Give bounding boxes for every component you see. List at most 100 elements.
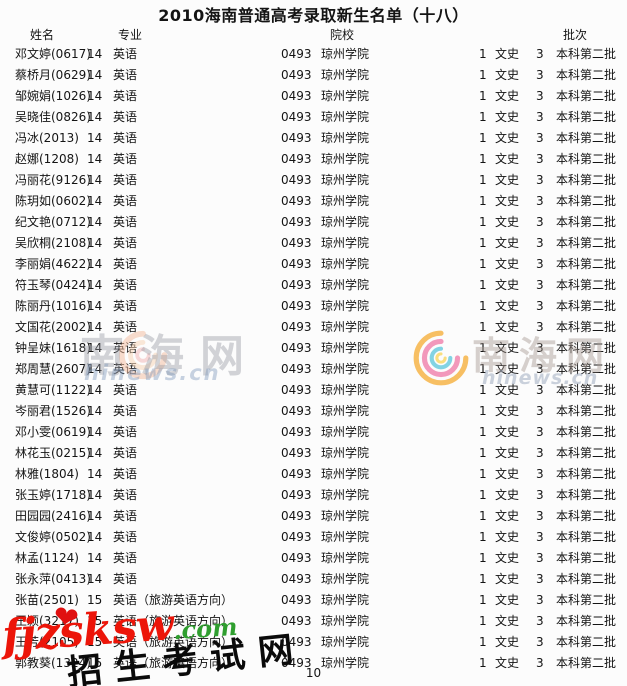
cell-batch: 本科第二批 [556,551,617,565]
cell-school-code: 0493 [281,530,312,544]
cell-school: 琼州学院 [321,278,370,292]
table-row: 陈丽丹(1016) 14 英语 0493 琼州学院 1 文史 3 本科第二批 [0,296,627,317]
table-body: 邓文婷(0617) 14 英语 0493 琼州学院 1 文史 3 本科第二批 蔡… [0,44,627,674]
cell-school-code: 0493 [281,362,312,376]
cell-category: 文史 [495,152,520,166]
cell-major-code: 14 [87,404,103,418]
cell-batch: 本科第二批 [556,572,617,586]
cell-school-code: 0493 [281,173,312,187]
cell-batch: 本科第二批 [556,131,617,145]
cell-school-code: 0493 [281,614,312,628]
cell-major-code: 14 [87,215,103,229]
cell-category: 文史 [495,173,520,187]
cell-school-code: 0493 [281,572,312,586]
cell-name: 吴欣桐(2108) [15,236,91,250]
cell-name: 陈玥如(0602) [15,194,91,208]
cell-count: 3 [536,215,544,229]
cell-category: 文史 [495,509,520,523]
cell-major: 英语（旅游英语方向） [113,614,234,628]
cell-count: 3 [536,488,544,502]
cell-batch: 本科第二批 [556,194,617,208]
cell-major: 英语 [113,341,138,355]
cell-major: 英语 [113,299,138,313]
cell-batch: 本科第二批 [556,320,617,334]
cell-school: 琼州学院 [321,299,370,313]
cell-school: 琼州学院 [321,425,370,439]
cell-major: 英语 [113,89,138,103]
table-row: 郭教葵(1324) 15 英语（旅游英语方向） 0493 琼州学院 1 文史 3… [0,653,627,674]
cell-plan: 1 [479,404,487,418]
cell-major-code: 14 [87,341,103,355]
col-header-name: 姓名 [30,28,55,42]
cell-major-code: 15 [87,656,103,670]
cell-category: 文史 [495,572,520,586]
table-row: 邹婉娟(1026) 14 英语 0493 琼州学院 1 文史 3 本科第二批 [0,86,627,107]
cell-school-code: 0493 [281,425,312,439]
cell-category: 文史 [495,257,520,271]
table-row: 邓文婷(0617) 14 英语 0493 琼州学院 1 文史 3 本科第二批 [0,44,627,65]
cell-major-code: 15 [87,614,103,628]
cell-major-code: 14 [87,236,103,250]
cell-plan: 1 [479,614,487,628]
cell-count: 3 [536,572,544,586]
cell-name: 赵娜(1208) [15,152,79,166]
cell-major-code: 14 [87,362,103,376]
cell-major: 英语 [113,152,138,166]
cell-count: 3 [536,593,544,607]
cell-count: 3 [536,383,544,397]
cell-batch: 本科第二批 [556,173,617,187]
cell-category: 文史 [495,446,520,460]
cell-batch: 本科第二批 [556,215,617,229]
page-number: 10 [305,666,322,680]
cell-major: 英语（旅游英语方向） [113,656,234,670]
col-header-batch: 批次 [563,28,588,42]
cell-count: 3 [536,362,544,376]
cell-school: 琼州学院 [321,194,370,208]
table-row: 张永萍(0413) 14 英语 0493 琼州学院 1 文史 3 本科第二批 [0,569,627,590]
cell-count: 3 [536,635,544,649]
cell-plan: 1 [479,593,487,607]
cell-name: 邓文婷(0617) [15,47,91,61]
table-row: 张玉婷(1718) 14 英语 0493 琼州学院 1 文史 3 本科第二批 [0,485,627,506]
cell-plan: 1 [479,488,487,502]
cell-plan: 1 [479,89,487,103]
cell-count: 3 [536,425,544,439]
cell-category: 文史 [495,593,520,607]
cell-name: 田园园(2416) [15,509,91,523]
cell-school-code: 0493 [281,68,312,82]
cell-major-code: 15 [87,593,103,607]
cell-school: 琼州学院 [321,551,370,565]
cell-category: 文史 [495,467,520,481]
cell-school: 琼州学院 [321,362,370,376]
cell-school-code: 0493 [281,320,312,334]
page-title: 2010海南普通高考录取新生名单（十八） [158,6,469,25]
cell-major: 英语 [113,572,138,586]
cell-school-code: 0493 [281,47,312,61]
cell-major-code: 14 [87,173,103,187]
cell-batch: 本科第二批 [556,362,617,376]
cell-category: 文史 [495,425,520,439]
cell-school: 琼州学院 [321,341,370,355]
cell-batch: 本科第二批 [556,110,617,124]
cell-school: 琼州学院 [321,47,370,61]
cell-school: 琼州学院 [321,509,370,523]
cell-plan: 1 [479,257,487,271]
cell-name: 邹婉娟(1026) [15,89,91,103]
cell-school: 琼州学院 [321,215,370,229]
cell-plan: 1 [479,572,487,586]
cell-major: 英语 [113,551,138,565]
table-row: 林孟(1124) 14 英语 0493 琼州学院 1 文史 3 本科第二批 [0,548,627,569]
cell-category: 文史 [495,551,520,565]
cell-school-code: 0493 [281,656,312,670]
cell-count: 3 [536,299,544,313]
cell-major: 英语 [113,68,138,82]
cell-count: 3 [536,89,544,103]
cell-major-code: 14 [87,551,103,565]
cell-school: 琼州学院 [321,635,370,649]
cell-school-code: 0493 [281,299,312,313]
cell-count: 3 [536,152,544,166]
table-row: 郑周慧(2607) 14 英语 0493 琼州学院 1 文史 3 本科第二批 [0,359,627,380]
table-row: 陈玥如(0602) 14 英语 0493 琼州学院 1 文史 3 本科第二批 [0,191,627,212]
cell-category: 文史 [495,236,520,250]
